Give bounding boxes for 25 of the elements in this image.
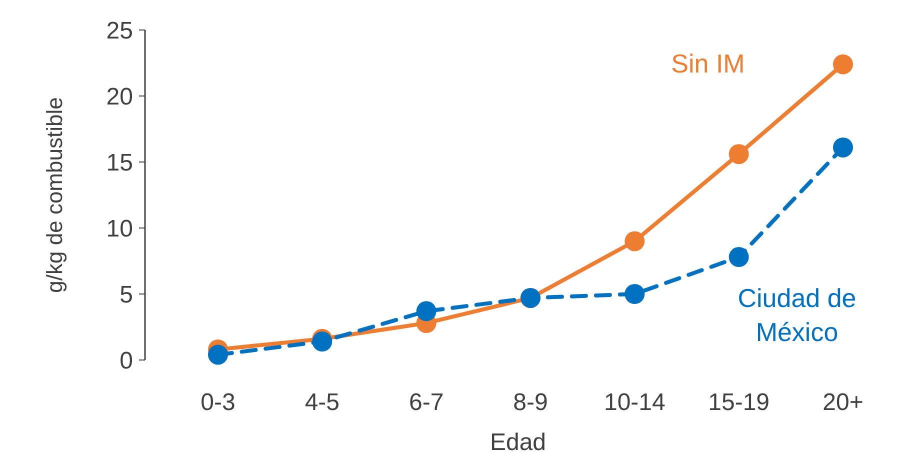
- point: [208, 344, 228, 365]
- series-label: Ciudad de México: [738, 283, 856, 348]
- x-tick-label: 6-7: [408, 389, 444, 416]
- point: [624, 231, 645, 252]
- point: [833, 137, 853, 158]
- y-tick-label: 15: [106, 149, 133, 176]
- x-tick-label: 20+: [822, 389, 864, 416]
- y-tick-label: 10: [106, 215, 133, 242]
- x-axis-title: Edad: [490, 429, 546, 456]
- point: [624, 284, 645, 304]
- x-tick-label: 15-19: [708, 389, 770, 416]
- point: [833, 54, 853, 74]
- x-tick-label: 4-5: [304, 389, 340, 416]
- point: [416, 301, 436, 322]
- text: Sin IM: [671, 48, 745, 78]
- x-tick-label: 10-14: [604, 389, 666, 416]
- y-axis-title: g/kg de combustible: [42, 97, 67, 293]
- y-tick-label: 5: [120, 281, 133, 308]
- y-tick-label: 25: [106, 17, 133, 44]
- x-tick-label: 8-9: [513, 389, 548, 416]
- y-tick-label: 0: [120, 347, 133, 374]
- x-tick-label: 0-3: [200, 389, 236, 416]
- point: [728, 144, 749, 164]
- point: [728, 247, 749, 268]
- y-tick-label: 20: [106, 83, 133, 110]
